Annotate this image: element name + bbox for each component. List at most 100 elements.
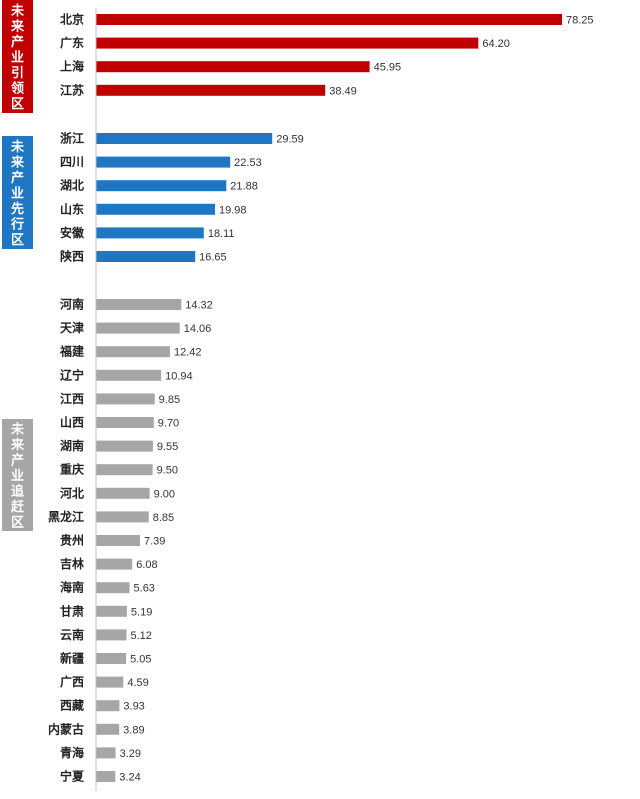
value-label: 3.29 [120,748,141,760]
category-label: 云南 [60,627,84,642]
category-label: 重庆 [60,462,84,477]
bar [96,203,215,215]
category-label: 福建 [59,344,85,359]
category-label: 吉林 [60,556,84,571]
bar [96,653,127,664]
category-label: 海南 [60,580,84,595]
category-label: 北京 [60,12,84,27]
category-label: 河北 [59,485,84,500]
bar [96,369,162,381]
value-label: 9.50 [157,465,178,477]
bar [96,700,120,712]
group-label: 未来产业追赶区 [10,422,25,531]
group-label-box [2,419,33,531]
value-label: 14.06 [184,323,212,335]
bar [96,747,116,759]
bar [96,771,116,782]
category-label: 贵州 [60,533,84,548]
value-label: 6.08 [136,559,157,571]
value-label: 22.53 [234,157,262,169]
bar [96,84,326,96]
group-label-box [2,0,33,113]
value-label: 5.12 [130,630,151,642]
bar [96,464,153,476]
category-label: 湖南 [60,438,84,453]
category-label: 山西 [60,415,84,430]
bar [96,322,180,334]
category-label: 河南 [59,297,84,312]
bar [96,156,231,168]
category-label: 江苏 [60,82,84,97]
bar [96,61,370,73]
category-label: 上海 [60,59,84,74]
value-label: 3.93 [123,701,144,713]
value-label: 14.32 [185,300,213,312]
bar [96,440,153,452]
value-label: 18.11 [208,228,235,240]
bar [96,299,182,310]
value-label: 64.20 [482,38,510,50]
category-label: 广西 [60,674,84,689]
category-label: 江西 [60,391,84,406]
bar [96,535,140,546]
group-label: 未来产业先行区 [10,139,25,248]
category-label: 广东 [60,35,84,50]
bar [96,487,150,499]
category-label: 新疆 [60,651,84,666]
category-label: 辽宁 [60,367,84,382]
value-label: 9.85 [159,394,180,406]
value-label: 19.98 [219,204,247,216]
category-label: 内蒙古 [48,721,84,736]
value-label: 3.89 [123,724,144,736]
category-label: 黑龙江 [48,509,84,524]
bar [96,180,227,192]
bar [96,37,479,49]
bar [96,676,124,688]
value-label: 21.88 [230,181,258,193]
category-label: 陕西 [60,249,84,264]
bar [96,605,127,617]
bar [96,629,127,641]
category-label: 山东 [60,201,84,216]
bar [96,14,562,25]
value-label: 8.85 [153,512,174,524]
category-label: 宁夏 [60,769,85,784]
category-label: 湖北 [60,178,84,193]
bar [96,511,149,523]
bar [96,133,273,144]
category-label: 青海 [60,745,84,760]
value-label: 9.70 [158,418,179,430]
value-labels: 78.25 64.20 45.95 38.49 29.59 22.53 21.88 19.98… [119,15,593,784]
value-label: 29.59 [276,134,304,146]
bar [96,558,133,570]
bar [96,723,120,735]
category-label: 安徽 [60,225,85,240]
category-labels: 北京广东上海江苏浙江四川湖北山东安徽陕西河南天津福建辽宁江西山西湖南重庆河北黑龙… [48,12,85,784]
bar [96,251,196,262]
value-label: 16.65 [199,252,227,264]
category-label: 西藏 [60,698,84,713]
group-label: 未来产业引领区 [10,3,25,112]
bar [96,417,154,428]
bar [96,346,170,358]
value-label: 9.00 [154,488,175,500]
value-label: 7.39 [144,536,165,548]
category-label: 四川 [60,155,84,169]
value-label: 12.42 [174,347,202,359]
category-label: 浙江 [60,131,84,146]
value-label: 5.05 [130,654,151,666]
category-label: 天津 [60,320,84,335]
value-label: 10.94 [165,370,193,382]
value-label: 5.63 [134,583,155,595]
category-label: 甘肃 [60,603,84,618]
bar [96,582,130,594]
bar [96,227,204,239]
value-label: 4.59 [127,677,148,689]
value-label: 38.49 [329,85,357,97]
value-label: 3.24 [119,772,140,784]
value-label: 5.19 [131,606,152,618]
bars [96,14,562,782]
value-label: 45.95 [374,62,402,74]
group-label-box [2,136,33,249]
